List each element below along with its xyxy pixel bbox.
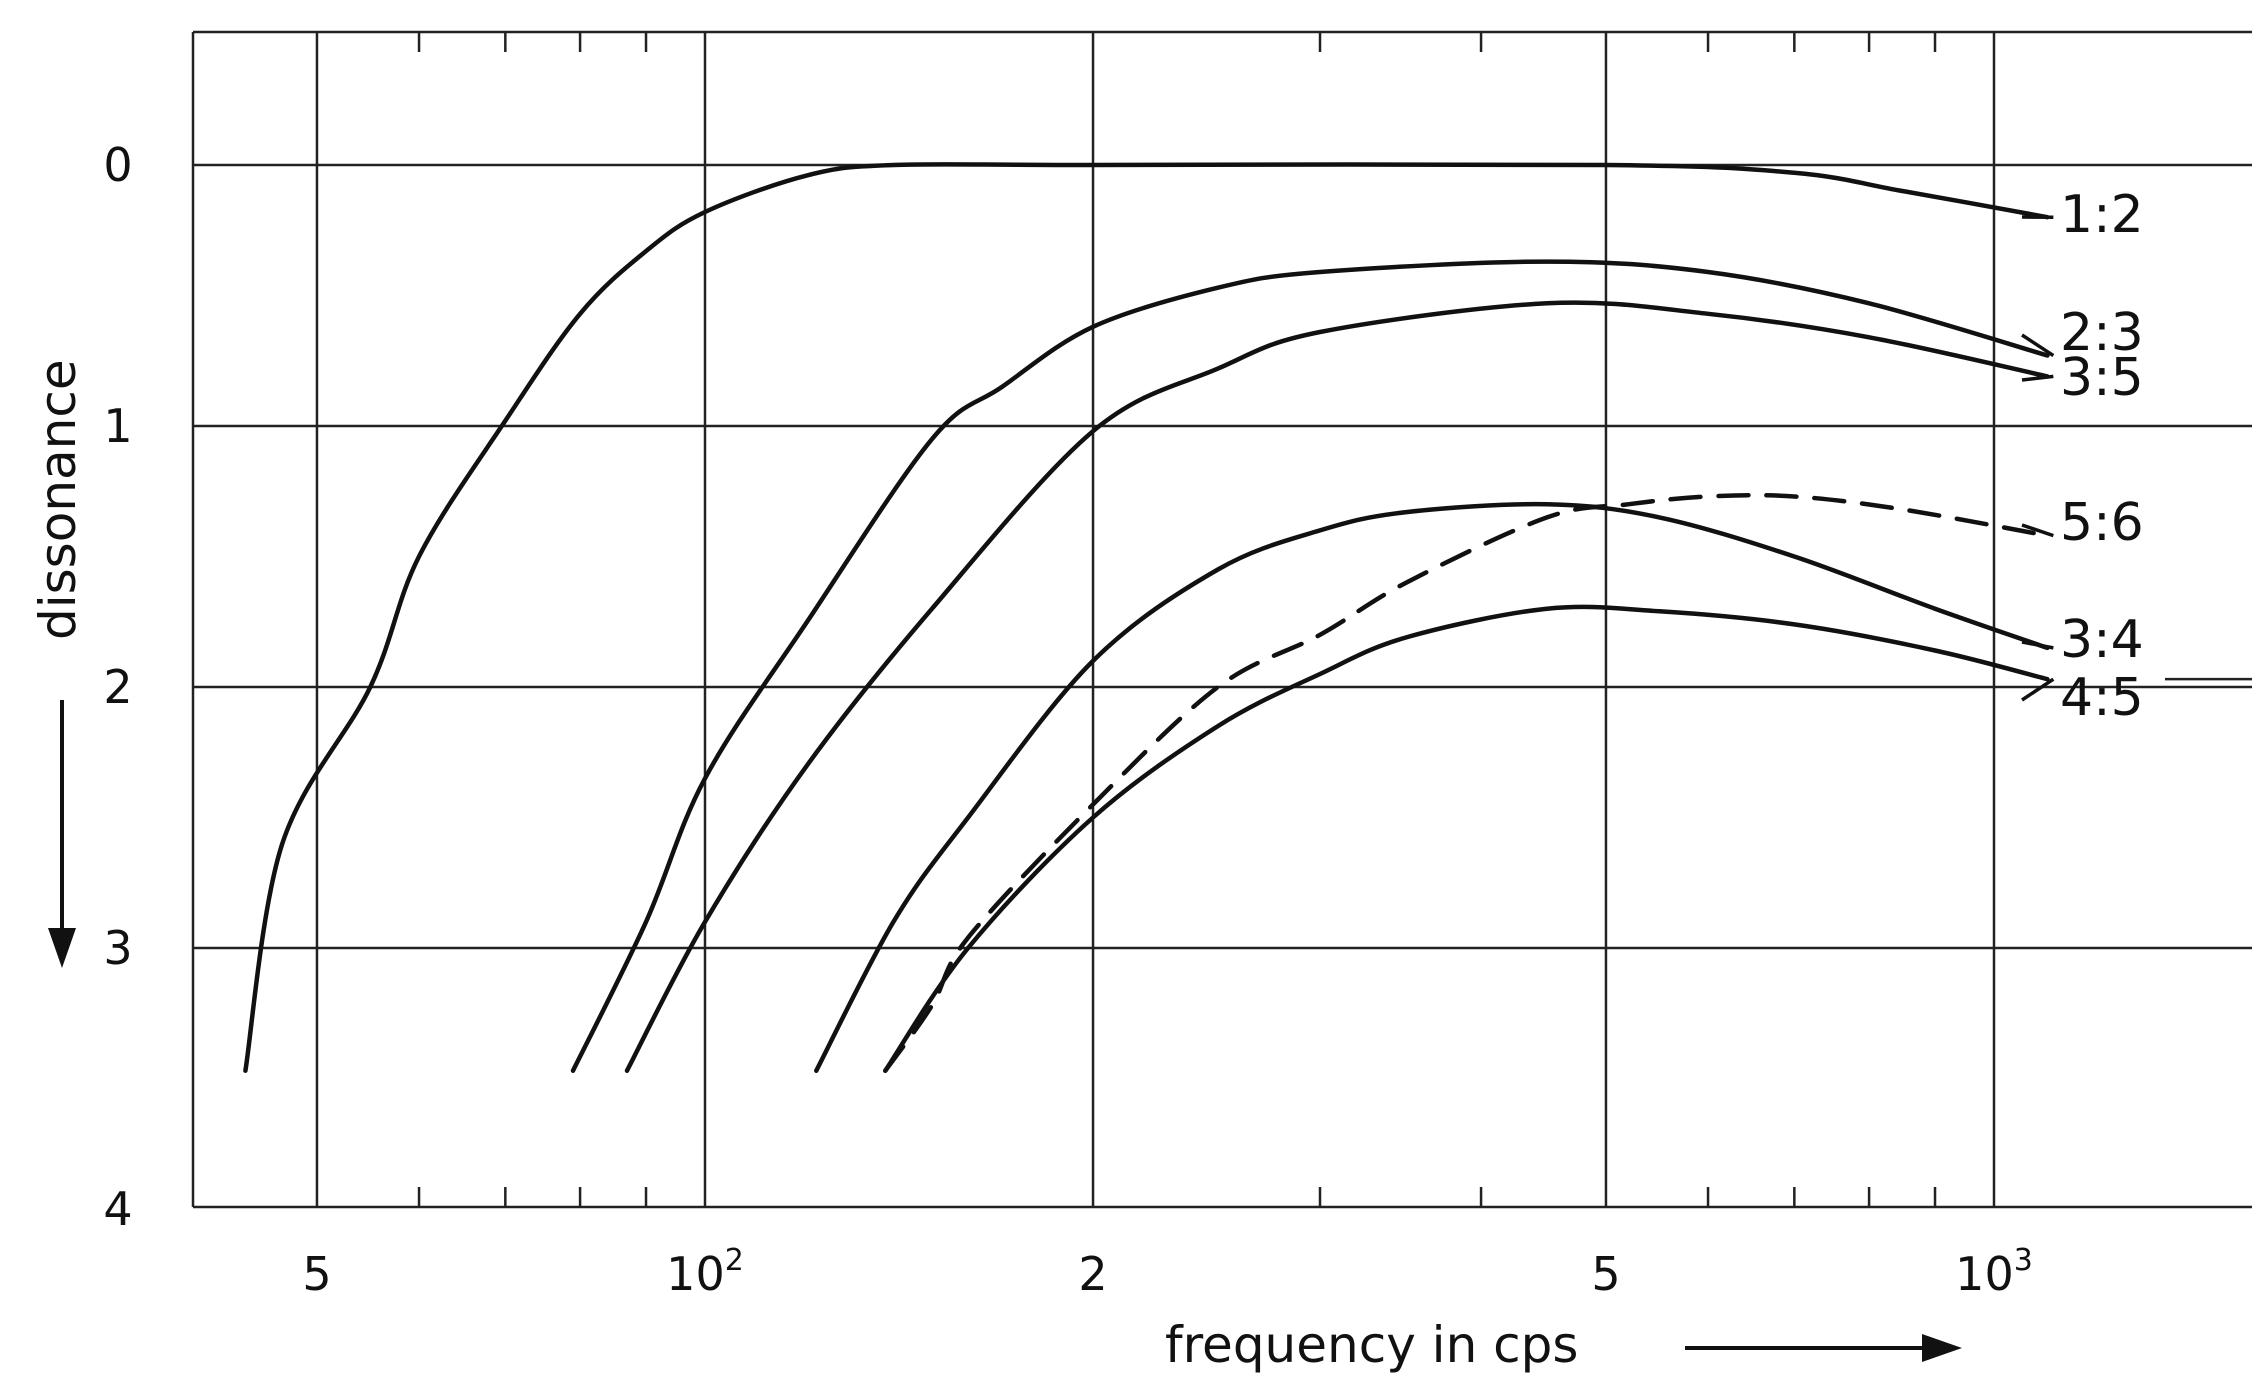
series-label-3-5: 3:5 — [2060, 348, 2144, 408]
y-tick-label: 1 — [103, 399, 132, 453]
series-line-1-2 — [243, 161, 2050, 1073]
x-tick-label: 2 — [1078, 1247, 1107, 1301]
series-label-1-2: 1:2 — [2060, 185, 2144, 245]
series-line-2-3 — [570, 259, 2050, 1073]
y-tick-label: 0 — [103, 138, 132, 192]
series-line-3-5 — [624, 300, 2050, 1073]
x-axis-title: frequency in cps — [1165, 1316, 1578, 1373]
y-tick-label: 3 — [103, 921, 132, 975]
x-tick-label: 102 — [666, 1243, 744, 1301]
series-leader — [2021, 640, 2054, 650]
series-label-3-4: 3:4 — [2060, 610, 2144, 670]
series-line-5-6 — [883, 492, 2050, 1073]
series-leader — [2021, 333, 2055, 357]
y-tick-label: 2 — [103, 660, 132, 714]
y-axis-title: dissonance — [29, 359, 87, 640]
x-tick-label: 5 — [302, 1247, 331, 1301]
y-tick-label: 4 — [103, 1182, 132, 1236]
series-label-4-5: 4:5 — [2060, 668, 2144, 728]
x-tick-label: 103 — [1955, 1243, 2033, 1301]
series-label-2-3: 2:3 — [2060, 303, 2144, 363]
grid — [191, 30, 2252, 1209]
series-label-5-6: 5:6 — [2060, 493, 2144, 553]
series-leader — [2021, 677, 2055, 702]
y-axis-arrow — [48, 700, 76, 968]
series-labels: 1:2 2:33:5 5:6 3:44:5 — [2021, 185, 2252, 728]
series-line-3-4 — [814, 501, 2050, 1073]
x-tick-label: 5 — [1591, 1247, 1620, 1301]
series-leader — [2021, 523, 2054, 538]
series-line-4-5 — [883, 604, 2050, 1073]
x-axis-arrow — [1685, 1334, 1962, 1362]
minor-ticks — [417, 32, 1937, 1207]
series-lines — [243, 161, 2050, 1073]
tick-labels: 5 102 2 5 103 0 1 2 3 4 — [103, 138, 2032, 1301]
series-leader — [2021, 374, 2054, 382]
